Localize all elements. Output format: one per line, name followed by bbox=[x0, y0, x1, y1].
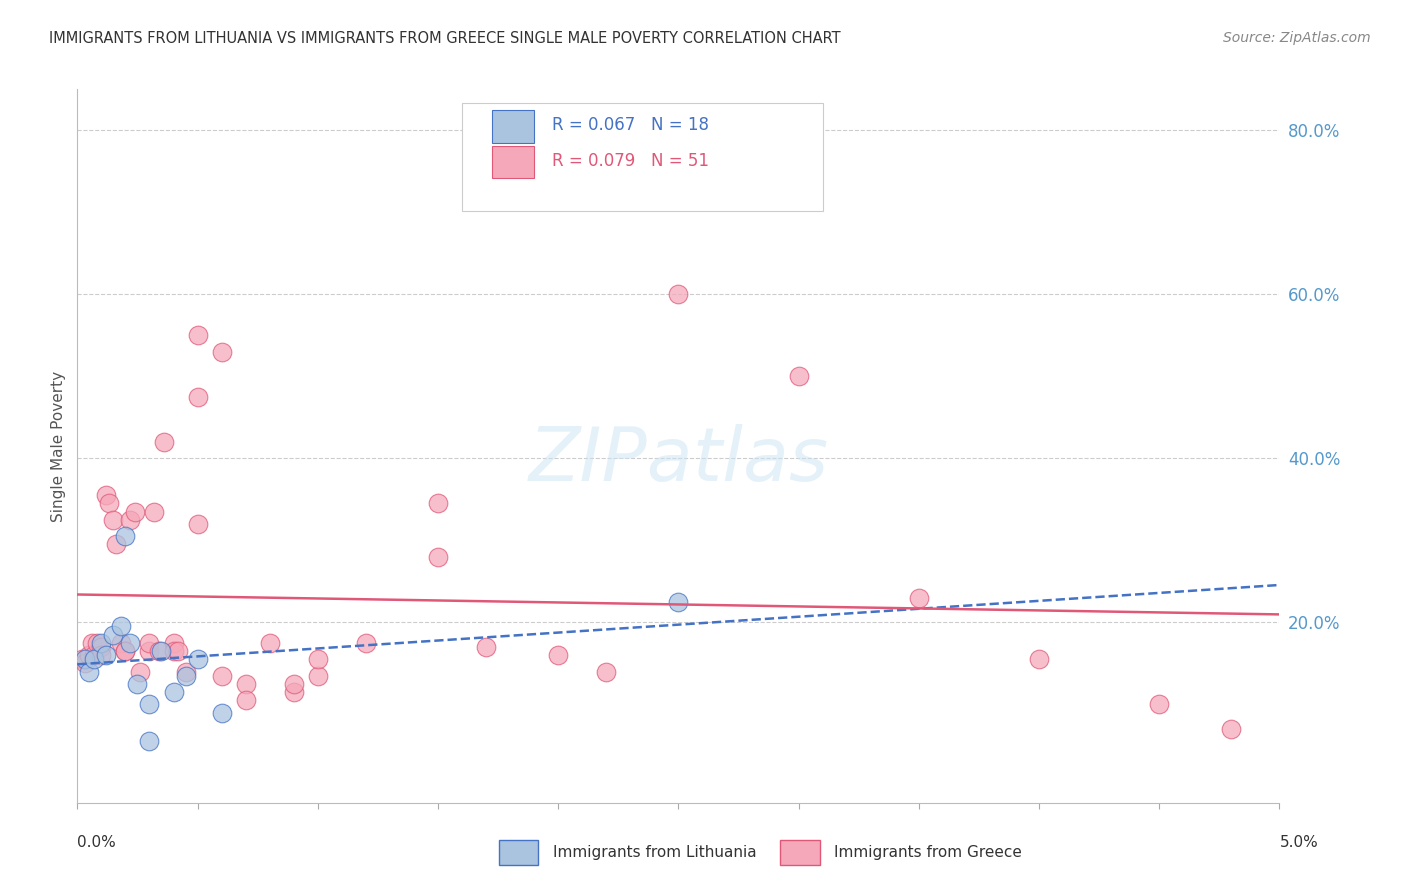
Point bbox=[138, 734, 160, 748]
Text: 0.0%: 0.0% bbox=[77, 836, 117, 850]
Point bbox=[259, 636, 281, 650]
Point bbox=[162, 685, 184, 699]
Point bbox=[187, 516, 209, 531]
Point bbox=[908, 591, 931, 605]
Point bbox=[307, 652, 329, 666]
Point bbox=[174, 668, 197, 682]
Point bbox=[96, 648, 118, 662]
Point bbox=[90, 648, 112, 662]
Point bbox=[354, 636, 377, 650]
Point bbox=[475, 640, 498, 654]
Point bbox=[595, 665, 617, 679]
Y-axis label: Single Male Poverty: Single Male Poverty bbox=[51, 370, 66, 522]
Point bbox=[90, 640, 112, 654]
Point bbox=[79, 648, 101, 662]
Point bbox=[90, 636, 112, 650]
Point bbox=[138, 644, 160, 658]
Point bbox=[153, 434, 176, 449]
Point bbox=[427, 549, 450, 564]
Point bbox=[187, 652, 209, 666]
Point bbox=[138, 636, 160, 650]
Point bbox=[127, 677, 149, 691]
Text: Immigrants from Lithuania: Immigrants from Lithuania bbox=[553, 846, 756, 860]
Point bbox=[110, 636, 132, 650]
Point bbox=[235, 677, 257, 691]
FancyBboxPatch shape bbox=[463, 103, 823, 211]
Point bbox=[148, 644, 170, 658]
Point bbox=[138, 698, 160, 712]
Point bbox=[211, 344, 233, 359]
Point bbox=[307, 668, 329, 682]
Text: R = 0.067   N = 18: R = 0.067 N = 18 bbox=[553, 116, 709, 134]
Point bbox=[1220, 722, 1243, 736]
Point bbox=[97, 496, 120, 510]
Point bbox=[120, 513, 142, 527]
Text: IMMIGRANTS FROM LITHUANIA VS IMMIGRANTS FROM GREECE SINGLE MALE POVERTY CORRELAT: IMMIGRANTS FROM LITHUANIA VS IMMIGRANTS … bbox=[49, 31, 841, 46]
Point bbox=[104, 537, 127, 551]
Point bbox=[187, 328, 209, 343]
Point bbox=[1028, 652, 1050, 666]
FancyBboxPatch shape bbox=[492, 111, 534, 143]
Point bbox=[283, 677, 305, 691]
Point bbox=[162, 644, 184, 658]
Point bbox=[547, 648, 569, 662]
Point bbox=[668, 595, 690, 609]
Point bbox=[103, 627, 125, 641]
Point bbox=[167, 644, 190, 658]
Point bbox=[96, 488, 118, 502]
Point bbox=[1149, 698, 1171, 712]
Point bbox=[70, 652, 93, 666]
Point bbox=[73, 652, 96, 666]
Point bbox=[103, 513, 125, 527]
FancyBboxPatch shape bbox=[492, 146, 534, 178]
Point bbox=[162, 636, 184, 650]
Point bbox=[114, 644, 136, 658]
Point bbox=[283, 685, 305, 699]
Point bbox=[79, 665, 101, 679]
Text: 5.0%: 5.0% bbox=[1279, 836, 1319, 850]
Point bbox=[235, 693, 257, 707]
Point bbox=[83, 648, 105, 662]
Point bbox=[120, 636, 142, 650]
Point bbox=[187, 390, 209, 404]
Point bbox=[110, 619, 132, 633]
Point bbox=[211, 668, 233, 682]
Point bbox=[143, 505, 166, 519]
Point bbox=[150, 644, 173, 658]
Point bbox=[211, 706, 233, 720]
Point bbox=[114, 529, 136, 543]
Point bbox=[427, 496, 450, 510]
Text: Immigrants from Greece: Immigrants from Greece bbox=[834, 846, 1022, 860]
Text: Source: ZipAtlas.com: Source: ZipAtlas.com bbox=[1223, 31, 1371, 45]
Point bbox=[128, 665, 150, 679]
Point bbox=[174, 665, 197, 679]
Text: ZIPatlas: ZIPatlas bbox=[529, 425, 828, 496]
Point bbox=[80, 636, 103, 650]
Point bbox=[73, 657, 96, 671]
Point bbox=[787, 369, 810, 384]
Point bbox=[124, 505, 146, 519]
Point bbox=[668, 287, 690, 301]
Point bbox=[114, 644, 136, 658]
Point bbox=[86, 636, 108, 650]
Text: R = 0.079   N = 51: R = 0.079 N = 51 bbox=[553, 152, 709, 169]
Point bbox=[83, 652, 105, 666]
